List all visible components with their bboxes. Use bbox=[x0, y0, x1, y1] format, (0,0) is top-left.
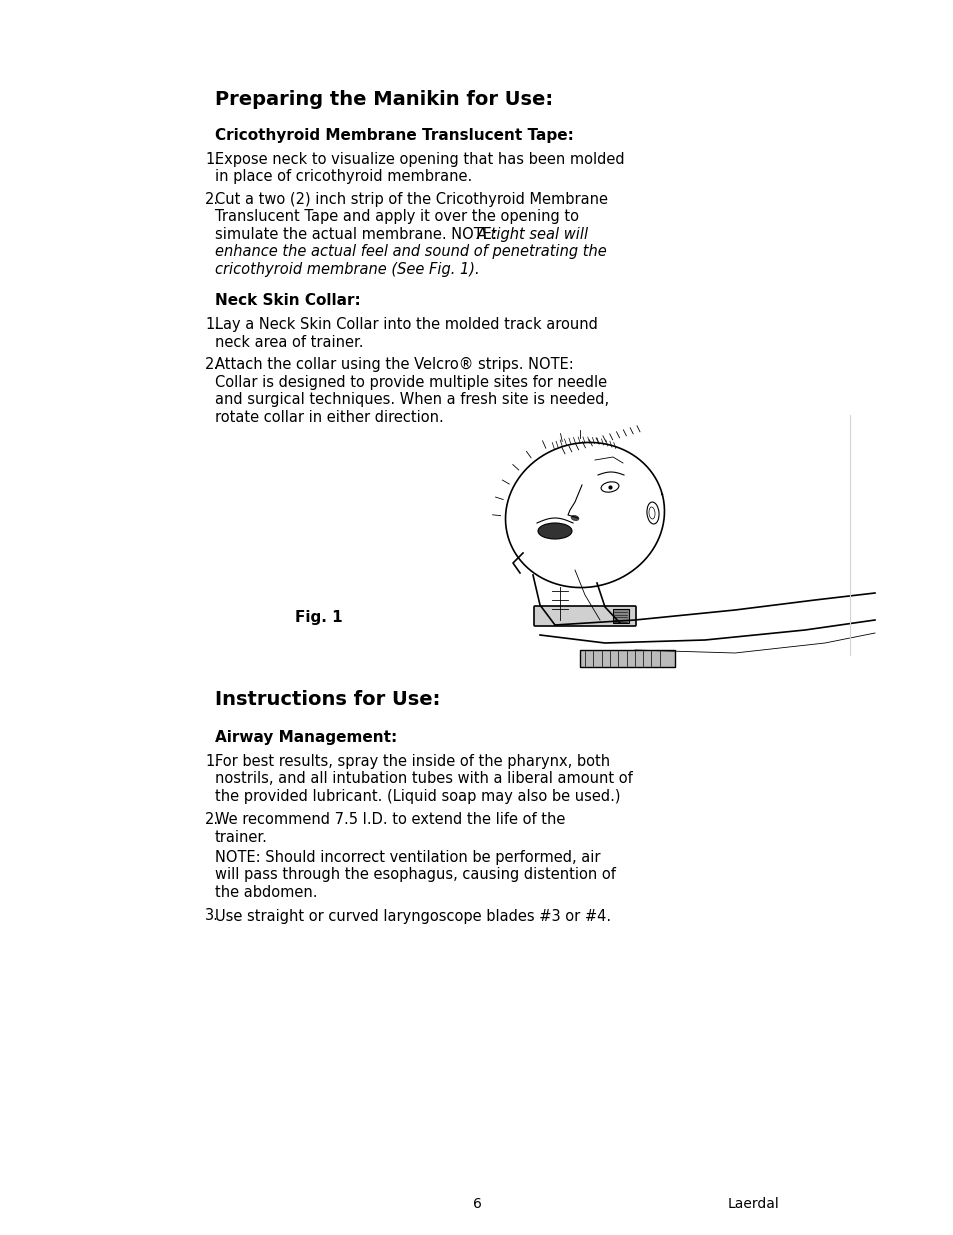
Text: 1.: 1. bbox=[205, 152, 219, 167]
Text: We recommend 7.5 I.D. to extend the life of the: We recommend 7.5 I.D. to extend the life… bbox=[214, 813, 565, 827]
Text: 3.: 3. bbox=[205, 909, 218, 924]
Text: enhance the actual feel and sound of penetrating the: enhance the actual feel and sound of pen… bbox=[214, 245, 606, 259]
Text: Laerdal: Laerdal bbox=[727, 1197, 779, 1212]
Text: A tight seal will: A tight seal will bbox=[476, 227, 589, 242]
Text: trainer.: trainer. bbox=[214, 830, 268, 845]
Text: simulate the actual membrane. NOTE:: simulate the actual membrane. NOTE: bbox=[214, 227, 501, 242]
Text: rotate collar in either direction.: rotate collar in either direction. bbox=[214, 410, 443, 425]
Text: 2.: 2. bbox=[205, 191, 219, 207]
Text: 1.: 1. bbox=[205, 753, 219, 768]
Text: Cut a two (2) inch strip of the Cricothyroid Membrane: Cut a two (2) inch strip of the Cricothy… bbox=[214, 191, 607, 207]
Text: will pass through the esophagus, causing distention of: will pass through the esophagus, causing… bbox=[214, 867, 616, 882]
Text: in place of cricothyroid membrane.: in place of cricothyroid membrane. bbox=[214, 169, 472, 184]
Text: the abdomen.: the abdomen. bbox=[214, 884, 317, 900]
Ellipse shape bbox=[537, 522, 572, 538]
FancyBboxPatch shape bbox=[534, 606, 636, 626]
Text: 2.: 2. bbox=[205, 813, 219, 827]
Text: Fig. 1: Fig. 1 bbox=[294, 610, 342, 625]
Text: Use straight or curved laryngoscope blades #3 or #4.: Use straight or curved laryngoscope blad… bbox=[214, 909, 611, 924]
Text: cricothyroid membrane (See Fig. 1).: cricothyroid membrane (See Fig. 1). bbox=[214, 262, 479, 277]
Text: Preparing the Manikin for Use:: Preparing the Manikin for Use: bbox=[214, 90, 553, 109]
Text: Instructions for Use:: Instructions for Use: bbox=[214, 690, 440, 709]
Text: nostrils, and all intubation tubes with a liberal amount of: nostrils, and all intubation tubes with … bbox=[214, 771, 632, 787]
Text: Lay a Neck Skin Collar into the molded track around: Lay a Neck Skin Collar into the molded t… bbox=[214, 317, 598, 332]
Bar bbox=[579, 650, 675, 667]
Ellipse shape bbox=[571, 515, 578, 521]
Text: 1.: 1. bbox=[205, 317, 219, 332]
Text: Cricothyroid Membrane Translucent Tape:: Cricothyroid Membrane Translucent Tape: bbox=[214, 128, 574, 143]
Text: and surgical techniques. When a fresh site is needed,: and surgical techniques. When a fresh si… bbox=[214, 393, 608, 408]
Text: Attach the collar using the Velcro® strips. NOTE:: Attach the collar using the Velcro® stri… bbox=[214, 357, 573, 372]
Text: neck area of trainer.: neck area of trainer. bbox=[214, 335, 363, 350]
Text: For best results, spray the inside of the pharynx, both: For best results, spray the inside of th… bbox=[214, 753, 610, 768]
Text: NOTE: Should incorrect ventilation be performed, air: NOTE: Should incorrect ventilation be pe… bbox=[214, 850, 599, 864]
Bar bbox=[613, 609, 628, 622]
Text: Airway Management:: Airway Management: bbox=[214, 730, 396, 745]
Text: 2.: 2. bbox=[205, 357, 219, 372]
Text: Neck Skin Collar:: Neck Skin Collar: bbox=[214, 294, 360, 309]
Text: the provided lubricant. (Liquid soap may also be used.): the provided lubricant. (Liquid soap may… bbox=[214, 789, 619, 804]
Text: Collar is designed to provide multiple sites for needle: Collar is designed to provide multiple s… bbox=[214, 374, 606, 390]
Text: Expose neck to visualize opening that has been molded: Expose neck to visualize opening that ha… bbox=[214, 152, 624, 167]
Text: 6: 6 bbox=[472, 1197, 481, 1212]
Text: Translucent Tape and apply it over the opening to: Translucent Tape and apply it over the o… bbox=[214, 210, 578, 225]
